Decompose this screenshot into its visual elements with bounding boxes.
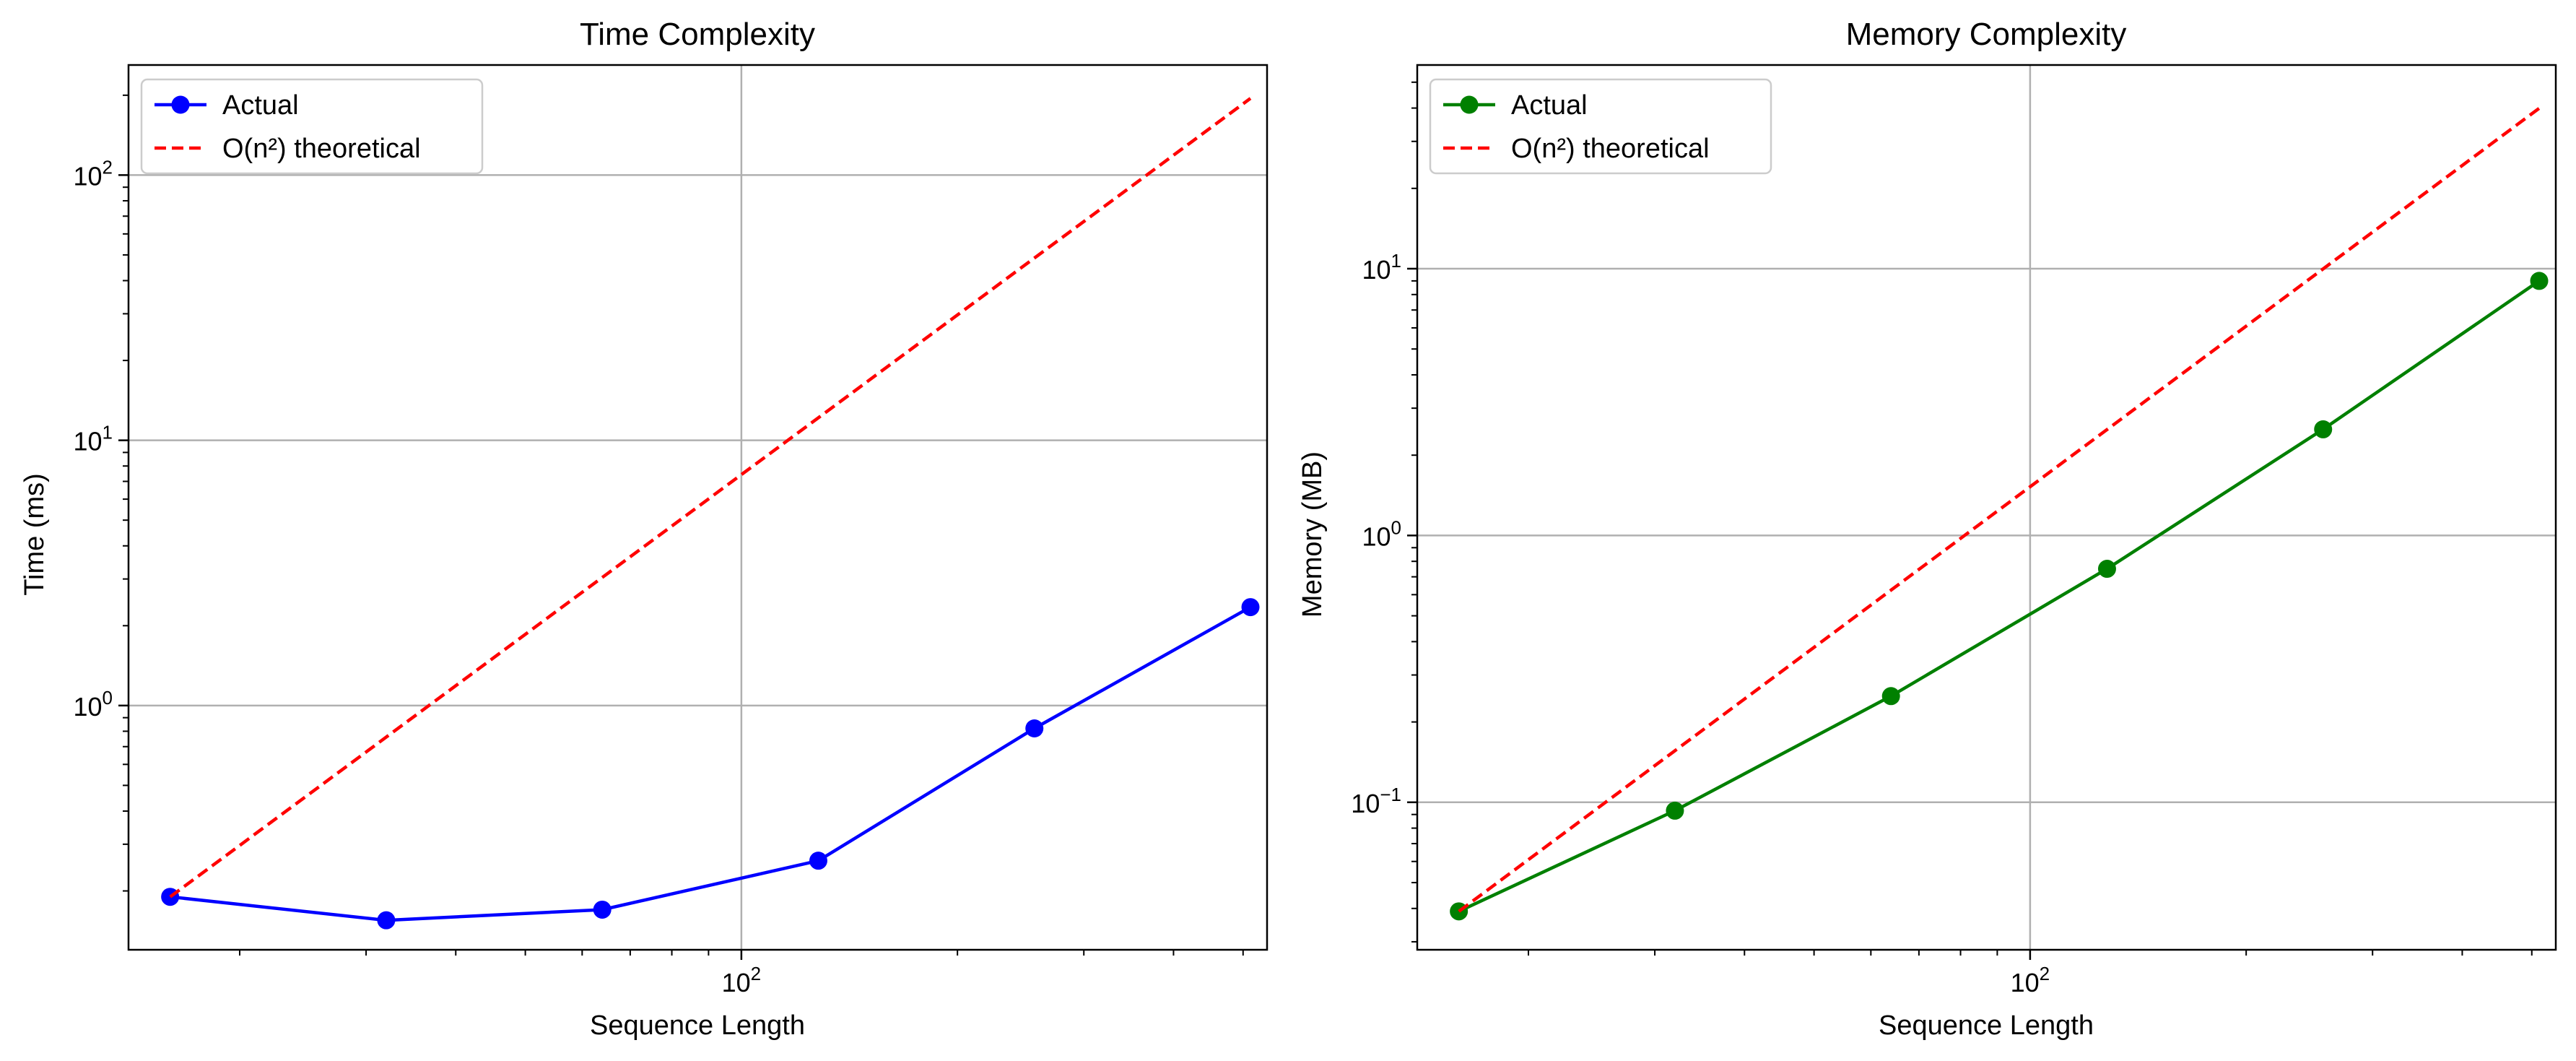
- data-point-marker: [1025, 719, 1044, 737]
- actual-line: [1458, 280, 2541, 913]
- data-point-marker: [593, 900, 612, 919]
- data-point-marker: [809, 852, 827, 870]
- legend-label: O(n²) theoretical: [222, 134, 421, 164]
- axes-frame: [127, 64, 1269, 951]
- x-axis-label: Sequence Length: [590, 1010, 805, 1041]
- y-tick-label: 101: [1362, 250, 1401, 285]
- legend-box: [140, 78, 484, 175]
- chart-title: Memory Complexity: [1846, 17, 2127, 52]
- axes-frame: [1416, 64, 2557, 951]
- y-tick-label: 100: [1362, 516, 1401, 551]
- y-axis-label: Memory (MB): [1297, 451, 1328, 618]
- plot-area: 102 100 101 102 Actual O(n²) theoretical: [73, 64, 1269, 997]
- data-point-marker: [1666, 801, 1684, 820]
- x-tick-label: 102: [722, 963, 762, 997]
- y-tick-label: 100: [73, 687, 113, 722]
- theoretical-line: [169, 97, 1252, 898]
- chart-title: Time Complexity: [580, 17, 815, 52]
- data-point-marker: [2530, 272, 2549, 290]
- data-point-marker: [1881, 687, 1900, 706]
- data-point-marker: [2097, 560, 2116, 579]
- actual-line: [170, 605, 1252, 922]
- y-axis-label: Time (ms): [19, 473, 50, 596]
- x-tick-label: 102: [2011, 963, 2050, 997]
- legend-label: O(n²) theoretical: [1511, 134, 1710, 164]
- legend-label: Actual: [1511, 90, 1588, 121]
- data-point-marker: [1241, 598, 1260, 617]
- time-complexity-chart: Time Complexity Sequence Length Time (ms…: [19, 17, 1269, 1041]
- legend-label: Actual: [222, 90, 299, 121]
- legend: Actual O(n²) theoretical: [1429, 78, 1772, 175]
- data-point-marker: [377, 911, 396, 930]
- x-axis-label: Sequence Length: [1879, 1010, 2094, 1041]
- legend-swatch-marker: [171, 95, 190, 114]
- y-tick-label: 101: [73, 422, 113, 456]
- data-point-marker: [2314, 420, 2333, 438]
- plot-area: 102 10−1 100 101 Actual O(n²) theoretical: [1351, 64, 2557, 997]
- memory-complexity-chart: Memory Complexity Sequence Length Memory…: [1297, 17, 2557, 1041]
- legend: Actual O(n²) theoretical: [140, 78, 484, 175]
- legend-swatch-marker: [1460, 95, 1479, 114]
- y-tick-label: 10−1: [1351, 784, 1401, 818]
- y-tick-label: 102: [73, 156, 113, 191]
- legend-box: [1429, 78, 1772, 175]
